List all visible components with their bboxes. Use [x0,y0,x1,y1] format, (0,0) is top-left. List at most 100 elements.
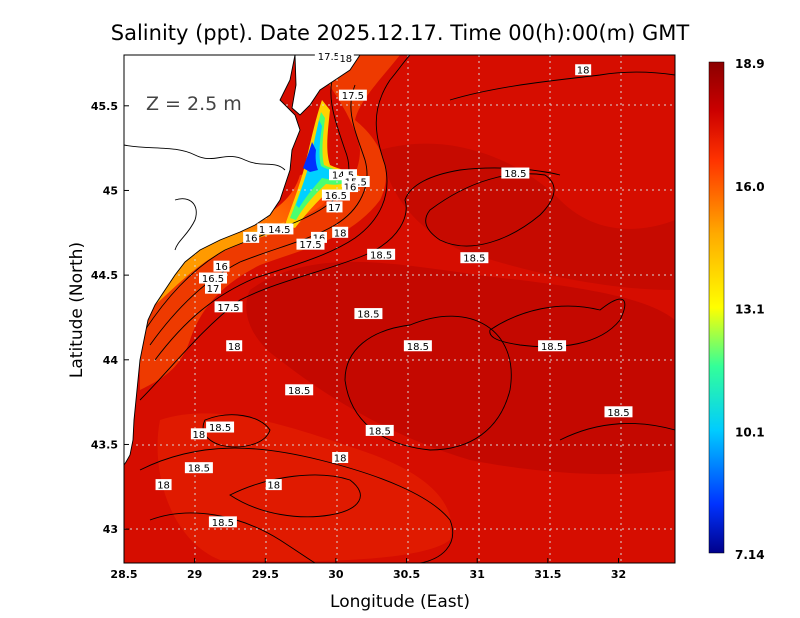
x-tick-label: 28.5 [110,568,137,581]
y-axis-ticks: 43 43.5 44 44.5 45 45.5 [91,100,129,536]
contour-label: 17.5 [342,91,364,102]
contour-label-bg [155,479,172,491]
contour-label-bg [460,252,489,264]
contour-label: 16.5 [325,191,347,202]
contour-label-bg [265,479,282,491]
contour-label-bg [538,340,567,352]
x-tick-label: 31.5 [534,568,561,581]
colorbar-tick-label: 7.14 [735,548,765,562]
colorbar: 18.9 16.0 13.1 10.1 7.14 [708,57,765,562]
contour-label: 18 [334,228,347,239]
contour-label: 17.5 [217,303,239,314]
contour-label: 18.5 [212,518,234,529]
y-tick-label: 45 [103,184,118,197]
y-axis-label: Latitude (North) [67,242,87,378]
contour-label-bg [226,340,243,352]
contour-label-bg [403,340,432,352]
contour-label: 17.5 [318,52,340,63]
contour-label: 11 [259,225,272,236]
contour-label: 18.5 [463,254,485,265]
contour-label-bg [214,301,243,313]
contour-label-bg [190,428,207,440]
colorbar-tick-label: 10.1 [735,425,765,439]
x-tick-label: 31 [470,568,485,581]
contour-label-bg [342,181,359,193]
contour-labels: 17.5181817.514.515.51616.51718.51114.518… [155,50,633,529]
x-tick-label: 30.5 [393,568,420,581]
contour-label: 14.5 [268,225,290,236]
contour-label-bg [213,260,230,272]
high-salinity-zone-2 [380,143,675,290]
contour-label-bg [367,248,396,260]
contour-label-bg [296,238,325,250]
contour-label: 18.5 [357,310,379,321]
contour-label: 18.5 [504,169,526,180]
contour-label: 17 [207,284,220,295]
river-mouth-cyan [296,120,342,208]
contour-label-bg [208,516,237,528]
contour-label-bg [206,421,235,433]
contour-label: 18 [334,454,347,465]
contour-label: 18 [267,481,280,492]
contour-label-bg [332,226,349,238]
map-title: Salinity (ppt). Date 2025.12.17. Time 00… [111,21,690,45]
contour-label-bg [337,52,354,64]
contour-label-bg [285,384,314,396]
y-tick-label: 43.5 [91,438,118,451]
x-axis-label: Longitude (East) [330,592,470,612]
coast-detail-2 [174,198,197,251]
contour-label: 16 [215,262,228,273]
contour-label-bg [575,64,592,76]
contour-label: 18 [193,430,206,441]
contour-label-bg [257,223,274,235]
contour-label-bg [310,231,327,243]
x-axis-ticks: 28.5 29 29.5 30 30.5 31 31.5 32 [110,558,626,581]
contour-label-bg [199,272,228,284]
contour-label: 17.5 [299,240,321,251]
contour-label-bg [328,169,357,181]
contour-lines [139,55,675,563]
contour-label-bg [501,167,530,179]
river-mouth-blue [303,142,318,172]
contour-label-bg [314,50,343,62]
contour-label: 18.5 [607,408,629,419]
contour-label: 16 [245,233,258,244]
contour-label-bg [321,189,350,201]
contour-label: 18.5 [369,426,391,437]
contour-label-bg [265,223,294,235]
contour-label: 18.5 [541,342,563,353]
land-north-tip [291,55,361,116]
contour-label: 18 [228,342,241,353]
contour-label: 18.5 [370,250,392,261]
contour-label-bg [338,89,367,101]
contour-label: 18.5 [407,342,429,353]
contour-label-bg [365,424,394,436]
land-west [124,55,301,466]
x-tick-label: 32 [611,568,626,581]
colorbar-tick-label: 13.1 [735,303,765,317]
colorbar-tick-label: 18.9 [735,57,765,71]
contour-label-bg [332,452,349,464]
contour-label: 16.5 [202,274,224,285]
contour-label: 16 [344,183,357,194]
y-tick-label: 45.5 [91,100,118,113]
contour-label: 18.5 [188,464,210,475]
x-tick-label: 29.5 [252,568,279,581]
colorbar-gradient [708,61,725,554]
depth-label: Z = 2.5 m [146,93,242,115]
high-salinity-zone [246,261,675,475]
coast-detail [124,144,286,171]
y-tick-label: 43 [103,523,118,536]
plot-frame [123,54,676,564]
colorbar-ticks: 18.9 16.0 13.1 10.1 7.14 [735,57,765,562]
contour-label-bg [326,201,343,213]
contour-label-bg [604,406,633,418]
x-tick-label: 30 [328,568,344,581]
y-tick-label: 44.5 [91,269,118,282]
contour-label: 18 [577,66,590,77]
contour-label: 17 [328,203,341,214]
contour-label: 18.5 [288,386,310,397]
contour-label-bg [184,462,213,474]
contour-label: 18.5 [209,423,231,434]
contour-label-bg [354,308,383,320]
